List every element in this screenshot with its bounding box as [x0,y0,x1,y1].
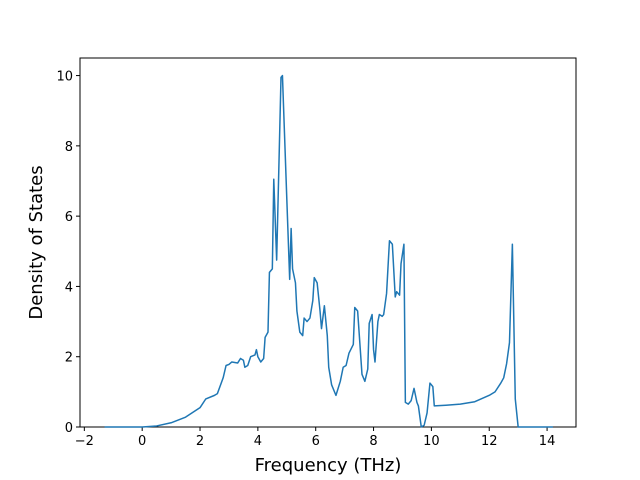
x-tick-label: 4 [254,434,262,449]
y-tick-label: 2 [65,351,73,366]
x-tick-label: 14 [539,434,556,449]
y-tick-label: 0 [65,421,73,436]
y-tick-label: 8 [65,140,73,155]
y-tick-label: 4 [65,280,73,295]
y-axis-label: Density of States [26,165,47,319]
x-tick-label: 8 [369,434,377,449]
plot-frame [79,57,577,428]
x-tick-label: 12 [481,434,498,449]
x-tick-label: 6 [312,434,320,449]
y-tick-label: 10 [56,70,73,85]
x-tick-label: 0 [138,434,146,449]
x-tick-label: 2 [196,434,204,449]
y-tick-label: 6 [65,210,73,225]
x-tick-label: −2 [75,434,94,449]
dos-line [104,74,553,428]
x-tick-label: 10 [423,434,440,449]
x-axis-label: Frequency (THz) [255,455,402,476]
